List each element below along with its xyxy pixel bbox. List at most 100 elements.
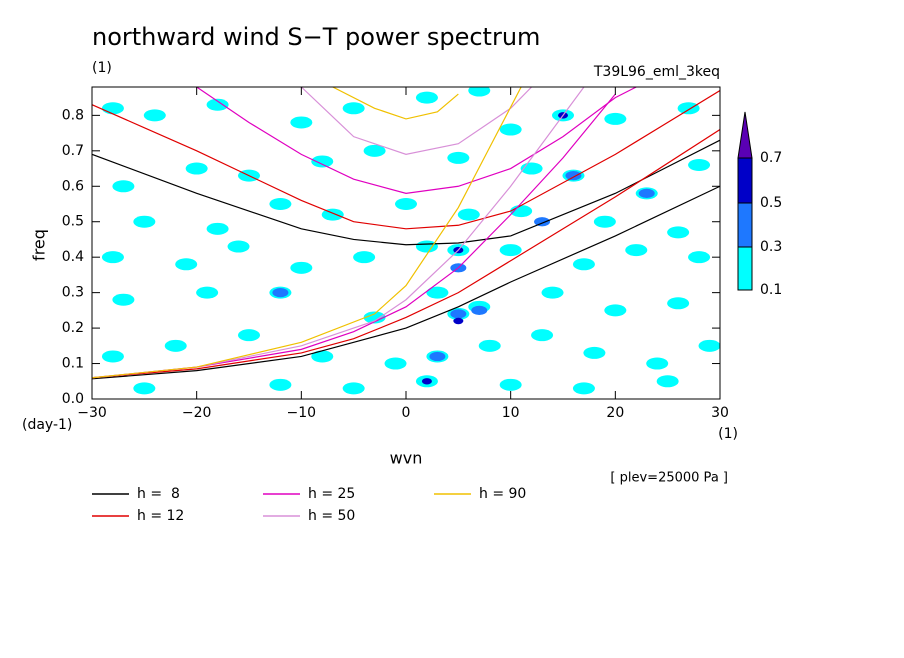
x-tick-label: 30 xyxy=(711,405,729,421)
contour-cell xyxy=(429,351,446,362)
contour-cell xyxy=(468,87,491,97)
contour-cell xyxy=(321,208,344,221)
contour-cell xyxy=(688,159,711,171)
contour-cell xyxy=(269,378,292,391)
contour-cell xyxy=(667,297,690,310)
y-tick-label: 0.2 xyxy=(62,320,84,336)
contour-cell xyxy=(395,198,417,210)
contour-cell xyxy=(583,346,606,359)
contour-cell xyxy=(185,162,208,175)
contour-cell xyxy=(238,329,260,342)
contour-cell xyxy=(677,102,700,115)
contour-cell xyxy=(450,309,467,319)
contour-cell xyxy=(638,188,655,198)
contour-cell xyxy=(625,244,648,257)
contour-cell xyxy=(499,378,522,391)
legend-label: h = 8 xyxy=(137,486,180,502)
y-tick-label: 0.1 xyxy=(62,356,84,372)
legend-label: h = 12 xyxy=(137,508,184,524)
dispersion-curve xyxy=(92,139,720,246)
y-unit-bottom: (day-1) xyxy=(22,417,72,433)
contour-cell xyxy=(290,116,313,129)
dispersion-curve xyxy=(332,87,459,120)
x-tick-label: 0 xyxy=(402,405,411,421)
field xyxy=(101,87,720,395)
dispersion-curve xyxy=(92,93,616,379)
contour-cell xyxy=(342,382,365,395)
contour-cell xyxy=(688,251,711,264)
y-tick-label: 0.3 xyxy=(62,285,84,301)
contour-cell xyxy=(384,357,407,370)
contour-cell xyxy=(604,304,627,317)
colorbar-segment xyxy=(737,157,753,204)
contour-cell xyxy=(447,151,470,164)
contour-cell xyxy=(269,198,292,210)
contour-cell xyxy=(646,357,669,370)
contour-cell xyxy=(698,339,720,352)
contour-cell xyxy=(101,350,124,363)
dispersion-curve xyxy=(92,185,720,380)
y-tick-label: 0.0 xyxy=(62,391,84,407)
contour-cell xyxy=(541,286,564,299)
contour-cell xyxy=(164,339,187,352)
contour-cell xyxy=(499,123,522,136)
x-tick-label: 10 xyxy=(502,405,520,421)
dispersion-curve xyxy=(92,87,522,379)
x-axis-label: wvn xyxy=(390,449,423,468)
y-axis-label: freq xyxy=(30,229,49,261)
legend-label: h = 50 xyxy=(308,508,355,524)
contour-cell xyxy=(478,339,501,352)
y-tick-label: 0.5 xyxy=(62,214,84,230)
contour-cell xyxy=(471,305,488,315)
contour-cell xyxy=(593,215,616,228)
dispersion-curve xyxy=(300,87,533,155)
x-tick-label: −20 xyxy=(182,405,212,421)
dispersion-curve xyxy=(92,90,720,230)
contour-cell xyxy=(565,171,582,181)
legend-label: h = 25 xyxy=(308,486,355,502)
contour-cell xyxy=(667,226,690,239)
contour-cell xyxy=(457,208,480,221)
contour-cell xyxy=(112,180,135,193)
chart-title: northward wind S−T power spectrum xyxy=(92,23,540,51)
contour-cell xyxy=(133,215,156,228)
contour-cell xyxy=(290,261,313,274)
y-tick-label: 0.7 xyxy=(62,143,84,159)
colorbar-segment xyxy=(737,246,753,291)
colorbar-label: 0.5 xyxy=(760,195,782,211)
contour-cell xyxy=(175,258,198,271)
colorbar-label: 0.7 xyxy=(760,150,782,166)
contour-cell xyxy=(101,251,124,264)
y-tick-label: 0.4 xyxy=(62,249,84,265)
contour-cell xyxy=(311,350,334,363)
contour-cell xyxy=(196,286,219,299)
y-tick-label: 0.8 xyxy=(62,107,84,123)
contour-cell xyxy=(363,311,386,324)
contour-cell xyxy=(572,258,595,271)
plot-frame xyxy=(91,86,721,400)
contour-cell xyxy=(227,240,250,253)
contour-cell xyxy=(415,91,438,104)
contour-cell xyxy=(604,112,627,125)
colorbar-extend xyxy=(737,111,753,159)
contour-cell xyxy=(572,382,595,395)
dispersion-curve xyxy=(92,87,585,379)
contour-cell xyxy=(143,109,166,122)
contour-cell xyxy=(206,98,229,111)
contour-cell xyxy=(101,102,124,115)
contour-cell xyxy=(353,251,376,264)
subtitle: T39L96_eml_3keq xyxy=(593,64,720,80)
contour-cell xyxy=(531,329,554,342)
x-unit: (1) xyxy=(718,426,738,442)
contour-cell xyxy=(133,382,156,395)
colorbar-label: 0.3 xyxy=(760,239,782,255)
colorbar-label: 0.1 xyxy=(760,282,782,298)
colorbar-segment xyxy=(737,202,753,248)
x-tick-label: −30 xyxy=(77,405,107,421)
contour-cell xyxy=(112,293,135,306)
contour-cell xyxy=(421,378,432,385)
contour-cell xyxy=(426,286,449,299)
contour-cell xyxy=(499,244,522,257)
y-unit: (1) xyxy=(92,60,112,76)
contour-cell xyxy=(342,102,365,115)
